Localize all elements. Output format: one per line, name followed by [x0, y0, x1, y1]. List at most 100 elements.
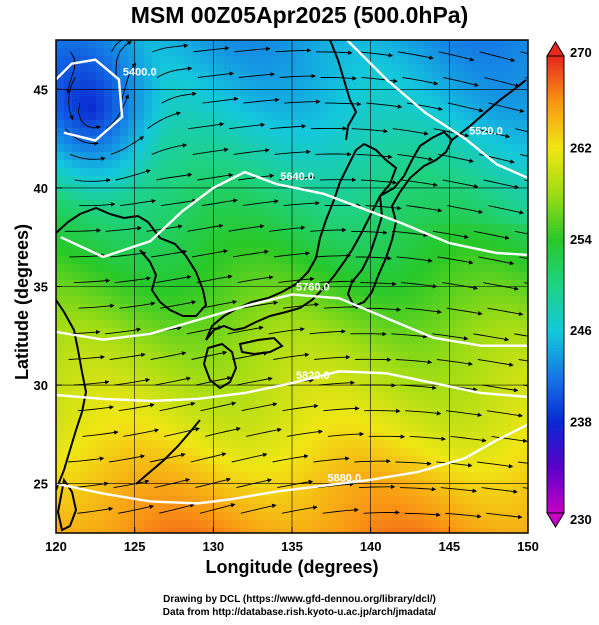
streamline — [164, 427, 200, 437]
streamline — [438, 51, 475, 62]
streamline — [432, 333, 469, 341]
streamline — [432, 230, 469, 239]
colorbar-band — [547, 255, 564, 260]
streamline — [72, 481, 109, 489]
streamline — [391, 333, 428, 339]
streamline — [392, 128, 429, 136]
y-tick-label: 30 — [34, 378, 48, 393]
streamline — [405, 307, 442, 314]
colorbar-band — [547, 495, 564, 500]
colorbar-band — [547, 461, 564, 466]
coastline-china — [56, 206, 149, 491]
colorbar-band — [547, 70, 564, 74]
streamline — [114, 276, 151, 284]
streamline — [310, 227, 347, 233]
colorbar-band — [547, 101, 564, 106]
colorbar-band — [547, 178, 564, 183]
colorbar-band — [547, 447, 564, 451]
colorbar-band — [547, 75, 564, 80]
colorbar-band — [547, 90, 564, 94]
colorbar-band — [547, 204, 564, 208]
streamline — [314, 354, 351, 360]
colorbar-band — [547, 61, 564, 66]
colorbar-band — [547, 313, 564, 317]
colorbar-band — [547, 67, 564, 71]
colorbar-band — [547, 78, 564, 83]
streamline — [188, 122, 225, 130]
colorbar-band — [547, 293, 564, 297]
colorbar-band — [547, 450, 564, 454]
colorbar-band — [547, 93, 564, 97]
streamline — [473, 333, 510, 342]
streamline — [160, 198, 197, 207]
colorbar-band — [547, 187, 564, 191]
streamline — [482, 384, 519, 393]
streamline — [445, 410, 483, 418]
colorbar-band — [547, 490, 564, 494]
streamline — [246, 427, 282, 437]
colorbar-band — [547, 215, 564, 220]
coastline-korea — [139, 221, 208, 317]
streamline — [488, 205, 524, 215]
colorbar-band — [547, 307, 564, 311]
streamline — [278, 276, 315, 284]
streamline — [156, 66, 193, 78]
streamline — [436, 461, 473, 468]
streamline — [120, 62, 136, 104]
colorbar-band — [547, 407, 564, 411]
streamline — [486, 410, 523, 418]
colorbar-band — [547, 144, 564, 148]
streamline — [234, 46, 271, 53]
colorbar-band — [547, 115, 564, 120]
colorbar-band — [547, 421, 564, 426]
streamline — [318, 380, 355, 386]
streamline — [361, 77, 398, 84]
x-tick-label: 130 — [202, 539, 224, 554]
y-tick-label: 35 — [34, 280, 48, 295]
streamline — [119, 301, 156, 309]
streamline — [433, 128, 470, 138]
colorbar-band — [547, 210, 564, 214]
graticule — [56, 40, 528, 533]
colorbar-band — [547, 193, 564, 197]
chart-title: MSM 00Z05Apr2025 (500.0hPa) — [130, 2, 469, 28]
streamline — [309, 329, 346, 335]
streamline — [325, 101, 362, 107]
colorbar-band — [547, 158, 564, 163]
streamline — [241, 402, 278, 412]
temperature-field — [56, 40, 528, 533]
x-tick-label: 135 — [281, 539, 303, 554]
streamline — [243, 97, 280, 104]
colorbar-band — [547, 278, 564, 283]
colorbar-band — [547, 138, 564, 143]
colorbar-band — [547, 501, 564, 506]
streamline — [519, 256, 528, 260]
x-axis-label: Longitude (degrees) — [205, 557, 379, 577]
colorbar-band — [547, 507, 564, 511]
contour-line — [56, 423, 528, 505]
colorbar-band — [547, 304, 564, 308]
colorbar-band — [547, 398, 564, 403]
colorbar-band — [547, 281, 564, 286]
height-contours: 5400.0 5520.0 5640.0 5760.0 5820.0 5880.0 — [56, 40, 528, 505]
colorbar-band — [547, 261, 564, 266]
colorbar-band — [547, 333, 564, 337]
streamline — [79, 202, 116, 207]
contour-line — [56, 58, 124, 142]
streamline — [279, 73, 316, 79]
coastline-japan — [202, 130, 454, 390]
colorbar-band — [547, 233, 564, 237]
colorbar-band — [547, 238, 564, 243]
colorbar-band — [547, 150, 564, 154]
colorbar-band — [547, 390, 564, 394]
streamline — [282, 302, 320, 309]
streamline — [273, 251, 311, 258]
colorbar-band — [547, 135, 564, 140]
y-axis-label: Latitude (degrees) — [12, 223, 32, 380]
colorbar-band — [547, 475, 564, 480]
colorbar-band — [547, 478, 564, 483]
streamline — [202, 96, 239, 104]
streamline — [320, 76, 357, 81]
streamline — [158, 503, 195, 514]
colorbar-band — [547, 338, 564, 343]
